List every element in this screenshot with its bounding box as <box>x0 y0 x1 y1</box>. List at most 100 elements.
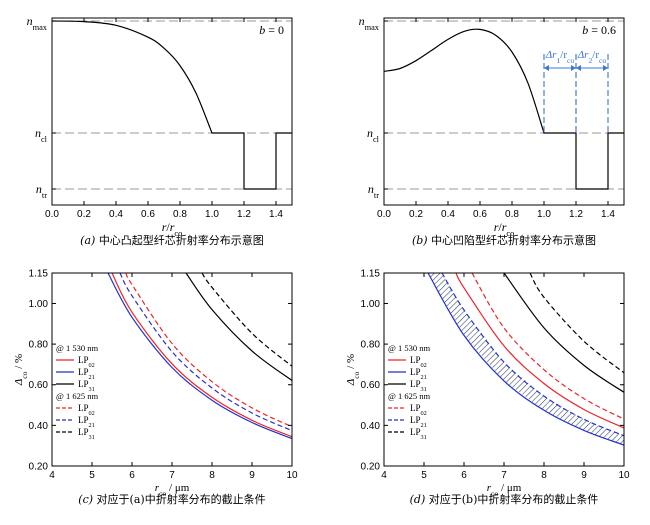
x-axis-label-part: co <box>506 229 514 238</box>
caption-c-part: (c) <box>78 493 96 506</box>
legend-label-part: LP <box>410 355 421 365</box>
legend-label: LP31 <box>78 427 95 441</box>
legend-group-label-part: @ 1 625 nm <box>388 391 430 401</box>
series-line-5 <box>201 273 292 367</box>
x-tick-label-part: 9 <box>249 470 255 481</box>
delta-label-2-part: 2 <box>588 56 592 65</box>
x-tick-label: 9 <box>581 470 587 481</box>
delta-label-1: Δr1/rco <box>545 49 575 65</box>
caption-b: (b) 中心凹陷型纤芯折射率分布示意图 <box>412 233 596 247</box>
panel-b: 0.0 0.2 0.4 0.6 0.8 1.0 1.2 1.4nmaxnclntrr/rcob… <box>359 14 625 247</box>
x-tick-label-part: 10 <box>618 470 630 481</box>
y-tick-label: 1.00 <box>29 299 49 310</box>
x-tick-label: 10 <box>286 470 298 481</box>
y-tick-label: 0.60 <box>29 380 49 391</box>
y-level-label-cl-part: n <box>367 126 373 140</box>
y-tick-label: 1.15 <box>361 269 381 280</box>
plot-frame <box>51 17 293 206</box>
y-axis-label-part: co <box>352 371 361 378</box>
delta-label-2-part: Δr <box>577 49 589 61</box>
y-level-label-max-part: n <box>27 14 33 28</box>
x-axis-label-part: / μm <box>498 482 521 494</box>
legend-label-part: 21 <box>421 422 427 429</box>
x-tick-label-part: 5 <box>421 470 427 481</box>
x-tick-label-part: 4 <box>49 470 55 481</box>
x-tick-label-part: 10 <box>286 470 298 481</box>
y-tick-label: 0.80 <box>361 340 381 351</box>
x-tick-label-part: 0.4 <box>441 209 455 220</box>
x-tick-label: 10 <box>618 470 630 481</box>
legend-label-part: 31 <box>421 386 427 393</box>
y-level-label-tr-part: tr <box>42 191 47 200</box>
x-tick-label-part: 0.6 <box>141 209 155 220</box>
x-tick-label: 0.6 <box>473 209 487 220</box>
y-tick-label: 1.15 <box>29 269 49 280</box>
delta-label-1-part: /r <box>560 49 567 61</box>
x-axis-label-part: r <box>155 482 160 494</box>
x-tick-label: 0.0 <box>45 209 59 220</box>
x-tick-label-part: 0.8 <box>505 209 519 220</box>
legend-label-part: LP <box>410 415 421 425</box>
series-line-5 <box>529 273 624 374</box>
y-level-label-tr: ntr <box>368 182 379 200</box>
x-tick-label-part: 1.2 <box>237 209 251 220</box>
legend-label-part: 02 <box>421 362 427 369</box>
x-tick-label-part: 0.4 <box>109 209 123 220</box>
y-tick-label-part: 0.20 <box>361 462 381 473</box>
y-axis-label-part: / % <box>13 354 25 372</box>
x-axis-label-part: / μm <box>166 482 189 494</box>
caption-d: (d) 对应于(b)中折射率分布的截止条件 <box>410 492 599 506</box>
y-tick-label-part: 0.60 <box>29 380 49 391</box>
y-tick-label: 0.20 <box>29 462 49 473</box>
y-tick-label: 1.00 <box>361 299 381 310</box>
y-tick-label: 0.80 <box>29 340 49 351</box>
x-axis-label: rco / μm <box>155 482 190 498</box>
x-axis-label-part: r <box>162 220 167 234</box>
x-tick-label-part: 8 <box>209 470 215 481</box>
y-tick-label-part: 0.40 <box>29 421 49 432</box>
x-tick-label: 1.0 <box>537 209 551 220</box>
x-tick-label-part: 7 <box>169 470 175 481</box>
series-line-1 <box>107 273 292 440</box>
x-tick-label: 0.6 <box>141 209 155 220</box>
y-axis-label-part: co <box>20 371 29 378</box>
x-tick-label: 4 <box>381 470 387 481</box>
x-tick-label-part: 1.2 <box>569 209 583 220</box>
x-tick-label-part: 1.4 <box>269 209 283 220</box>
x-axis-label-part: r <box>487 482 492 494</box>
legend-label: LP02 <box>410 355 427 369</box>
y-level-label-cl: ncl <box>367 126 380 144</box>
legend-label: LP31 <box>78 379 95 393</box>
hatched-region <box>428 273 624 446</box>
legend-label-part: 31 <box>89 386 95 393</box>
series-line-4 <box>471 273 624 420</box>
caption-b-part: 中心凹陷型纤芯折射率分布示意图 <box>431 233 596 247</box>
legend-label-part: 21 <box>421 374 427 381</box>
delta-label-2: Δr2/rco <box>577 49 607 65</box>
x-tick-label: 0.2 <box>77 209 91 220</box>
legend-label-part: LP <box>410 427 421 437</box>
x-tick-label: 1.2 <box>569 209 583 220</box>
annotation-b-part: b <box>259 23 268 37</box>
y-tick-label-part: 1.15 <box>29 269 49 280</box>
legend-label: LP21 <box>78 415 95 429</box>
y-level-label-max-part: max <box>365 23 380 32</box>
y-tick-label: 0.60 <box>361 380 381 391</box>
y-level-label-tr-part: n <box>36 182 42 196</box>
x-tick-label: 0.8 <box>173 209 187 220</box>
x-axis-label-part: r <box>494 220 499 234</box>
x-tick-label: 4 <box>49 470 55 481</box>
delta-arrow-head-right <box>571 65 576 72</box>
delta-label-1-part: co <box>567 56 574 65</box>
panel-a: 0.0 0.2 0.4 0.6 0.8 1.0 1.2 1.4nmaxnclntrr/rcob… <box>27 14 293 247</box>
x-tick-label: 8 <box>209 470 215 481</box>
delta-label-2-part: /r <box>592 49 599 61</box>
legend-label-part: LP <box>78 355 89 365</box>
legend-label: LP02 <box>78 403 95 417</box>
y-tick-label: 0.40 <box>29 421 49 432</box>
x-axis-label: rco / μm <box>487 482 522 498</box>
